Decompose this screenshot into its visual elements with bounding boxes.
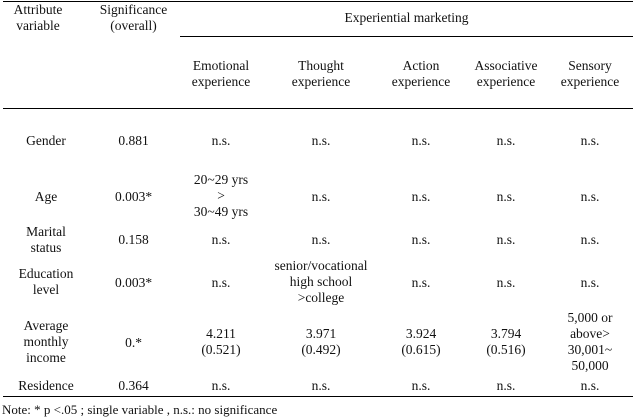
row-gender-attribute: Gender	[26, 133, 66, 148]
row-marital-significance: 0.158	[118, 232, 149, 247]
row-residence-attribute: Residence	[18, 378, 74, 393]
header-experiential-marketing: Experiential marketing	[344, 10, 469, 25]
row-age-thought: n.s.	[311, 189, 331, 204]
row-marital-action: n.s.	[411, 232, 431, 247]
row-income-emotional: 4.211 (0.521)	[201, 326, 241, 357]
row-age-significance: 0.003*	[114, 189, 153, 204]
row-income-associative: 3.794 (0.516)	[486, 326, 526, 357]
row-residence-emotional: n.s.	[211, 378, 231, 393]
row-gender-significance: 0.881	[118, 133, 149, 148]
row-education-significance: 0.003*	[114, 275, 153, 290]
row-residence-action: n.s.	[411, 378, 431, 393]
row-marital-attribute: Marital status	[26, 224, 66, 255]
row-marital-thought: n.s.	[311, 232, 331, 247]
row-residence-thought: n.s.	[311, 378, 331, 393]
row-age-sensory: n.s.	[580, 189, 600, 204]
header-bottom-rule	[3, 108, 633, 109]
row-gender-sensory: n.s.	[580, 133, 600, 148]
row-gender-associative: n.s.	[496, 133, 516, 148]
header-sensory-experience: Sensory experience	[560, 58, 620, 89]
header-emotional-experience: Emotional experience	[191, 58, 251, 89]
table-bottom-rule	[3, 396, 633, 397]
header-associative-experience: Associative experience	[474, 58, 538, 89]
row-income-action: 3.924 (0.615)	[401, 326, 441, 357]
row-residence-sensory: n.s.	[580, 378, 600, 393]
row-gender-action: n.s.	[411, 133, 431, 148]
row-age-associative: n.s.	[496, 189, 516, 204]
row-income-thought: 3.971 (0.492)	[301, 326, 341, 357]
row-education-attribute: Education level	[18, 266, 74, 297]
row-education-associative: n.s.	[496, 275, 516, 290]
row-marital-emotional: n.s.	[211, 232, 231, 247]
table-note: Note: * p <.05 ; single variable , n.s.:…	[2, 402, 278, 417]
header-action-experience: Action experience	[391, 58, 451, 89]
row-education-action: n.s.	[411, 275, 431, 290]
group-header-rule	[180, 36, 633, 37]
header-significance: Significance (overall)	[99, 2, 168, 33]
row-age-emotional: 20~29 yrs > 30~49 yrs	[193, 172, 249, 219]
row-income-sensory: 5,000 or above> 30,001~ 50,000	[567, 310, 613, 373]
row-income-significance: 0.*	[125, 335, 142, 350]
row-income-attribute: Average monthly income	[23, 318, 69, 365]
row-education-thought: senior/vocational high school >college	[274, 258, 368, 305]
row-age-attribute: Age	[34, 189, 58, 204]
row-education-emotional: n.s.	[211, 275, 231, 290]
row-gender-emotional: n.s.	[211, 133, 231, 148]
header-attribute-variable: Attribute variable	[13, 2, 63, 33]
row-gender-thought: n.s.	[311, 133, 331, 148]
row-age-action: n.s.	[411, 189, 431, 204]
row-marital-associative: n.s.	[496, 232, 516, 247]
row-residence-significance: 0.364	[118, 378, 149, 393]
table-top-rule	[3, 1, 633, 2]
header-thought-experience: Thought experience	[291, 58, 351, 89]
row-education-sensory: n.s.	[580, 275, 600, 290]
row-marital-sensory: n.s.	[580, 232, 600, 247]
row-residence-associative: n.s.	[496, 378, 516, 393]
